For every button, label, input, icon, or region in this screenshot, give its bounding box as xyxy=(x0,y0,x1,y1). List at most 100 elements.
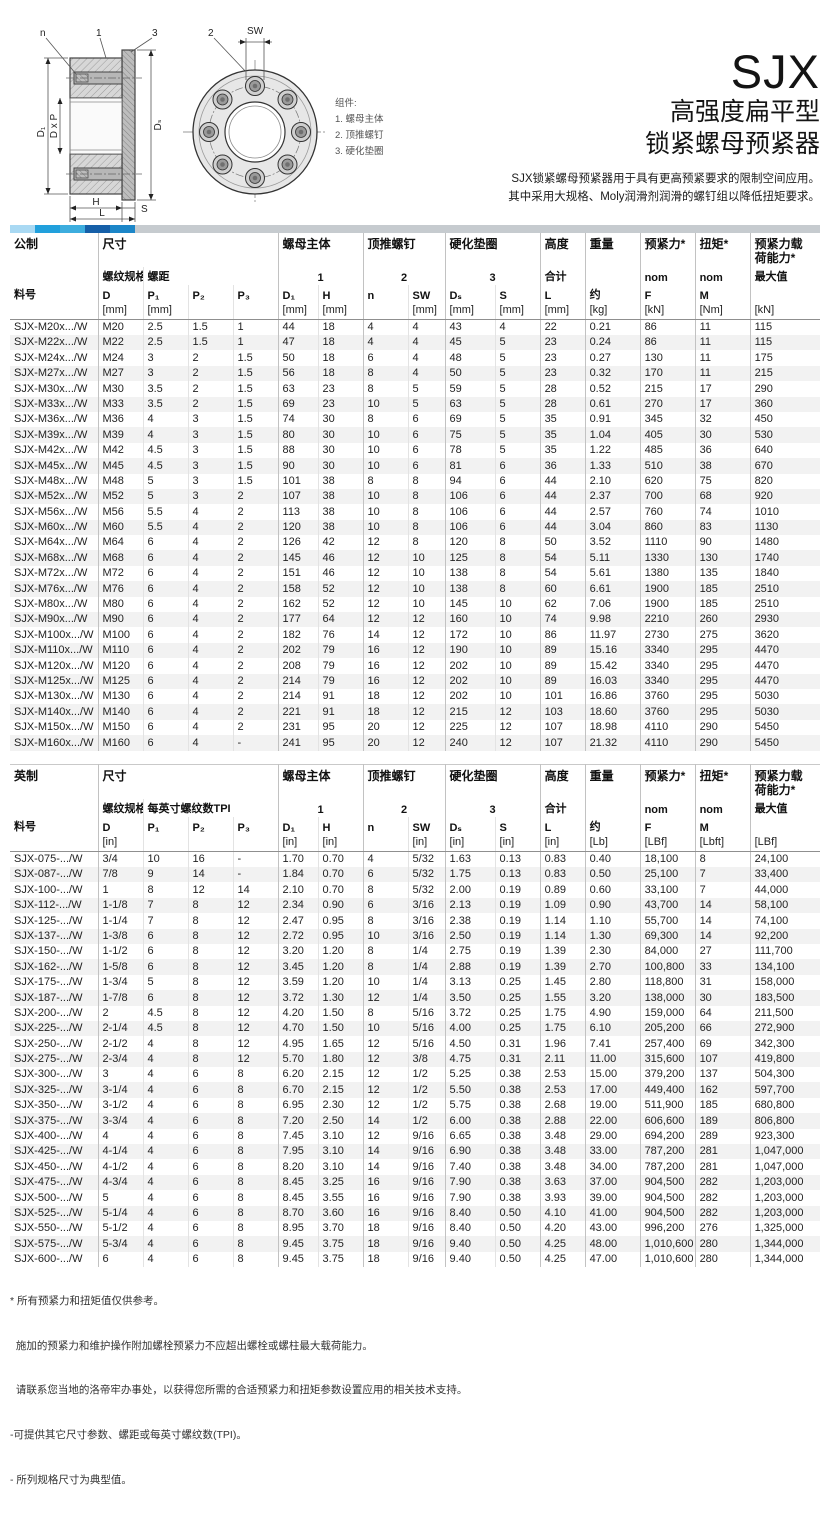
value-cell: 83 xyxy=(694,519,751,536)
value-cell: 2.53 xyxy=(539,1067,586,1083)
value-cell: 33 xyxy=(694,959,751,975)
table-row: SJX-M76x.../W M76 6 4 2 158 52 12 10 138 8 60 6.61 19… xyxy=(10,581,821,597)
value-cell: 1,344,000 xyxy=(749,1251,821,1268)
value-cell: 3/4 xyxy=(97,851,143,867)
value-cell: 3-3/4 xyxy=(97,1113,143,1129)
value-cell: 1/4 xyxy=(407,943,446,960)
part-number-cell: SJX-M22x.../W xyxy=(14,336,88,349)
table-row: SJX-200-.../W 2 4.5 8 12 4.20 1.50 8 5/16 3.72 0.2… xyxy=(10,1005,821,1021)
header-cell: Dₛ xyxy=(444,816,496,835)
value-cell: 1.5 xyxy=(232,473,279,489)
header-cell: 约 xyxy=(584,284,641,303)
value-cell: 1.5 xyxy=(232,427,279,443)
footnote-line: - 所列规格尺寸为典型值。 xyxy=(10,1473,132,1486)
value-cell: 50 xyxy=(277,350,319,366)
value-cell: 5 xyxy=(97,1190,143,1206)
value-cell: 7 xyxy=(142,913,188,929)
value-cell: 21.32 xyxy=(584,735,641,751)
callout-n: n xyxy=(40,28,46,39)
value-cell: 8 xyxy=(232,1144,279,1160)
datasheet-page: D₁ D x P Dₛ H S xyxy=(10,26,821,1486)
value-cell: 6.00 xyxy=(444,1113,496,1129)
accent-segment xyxy=(110,225,135,233)
value-cell: 1130 xyxy=(749,519,821,536)
value-cell: 17 xyxy=(694,381,751,397)
value-cell: 260 xyxy=(694,612,751,628)
table-row: SJX-087-.../W 7/8 9 14-1.84 0.70 6 5/32 1.75 0.1… xyxy=(10,866,821,883)
lock-nut-drawing: D₁ D x P Dₛ H S xyxy=(36,26,384,222)
part-number-cell: SJX-M39x.../W xyxy=(14,428,88,441)
value-cell: 342,300 xyxy=(749,1036,821,1052)
value-cell: 84,000 xyxy=(639,943,696,960)
part-number-cell: SJX-137-.../W xyxy=(14,929,83,942)
value-cell: 275 xyxy=(694,627,751,643)
value-cell: 0.89 xyxy=(539,882,586,898)
callout-3: 3 xyxy=(152,28,158,39)
value-cell: 69 xyxy=(694,1036,751,1052)
value-cell: 1/4 xyxy=(407,990,446,1006)
legend-title: 组件: xyxy=(335,97,357,109)
value-cell: 4 xyxy=(187,504,233,520)
dimension-lines: D₁ D x P Dₛ H S xyxy=(36,49,164,222)
value-cell: 0.13 xyxy=(494,851,541,867)
value-cell: 5 xyxy=(407,396,446,412)
header-cell: 3 xyxy=(444,798,541,817)
value-cell: 14 xyxy=(694,913,751,929)
value-cell: 6.61 xyxy=(584,581,641,597)
value-cell: 3/16 xyxy=(407,928,446,944)
value-cell: 130 xyxy=(639,350,696,366)
value-cell: 89 xyxy=(539,642,586,659)
value-cell: 106 xyxy=(444,519,496,536)
value-cell: 12 xyxy=(407,658,446,674)
value-cell: 23 xyxy=(539,334,586,351)
accent-segment xyxy=(60,225,85,233)
value-cell: 5/32 xyxy=(407,851,446,867)
value-cell: 12 xyxy=(232,1036,279,1052)
value-cell: 0.38 xyxy=(494,1174,541,1191)
value-cell: 530 xyxy=(749,427,821,443)
header-cell: 顶推螺钉 xyxy=(362,764,446,799)
value-cell: 2.15 xyxy=(317,1067,364,1083)
value-cell: 295 xyxy=(694,642,751,659)
value-cell: 295 xyxy=(694,673,751,689)
value-cell: 1.75 xyxy=(539,1005,586,1021)
value-cell: 42 xyxy=(317,535,364,551)
value-cell: 10 xyxy=(362,458,409,474)
value-cell: 101 xyxy=(277,473,319,489)
part-number-cell: SJX-125-.../W xyxy=(14,914,83,927)
part-number-cell: SJX-M45x.../W xyxy=(14,459,88,472)
value-cell: 6 xyxy=(142,612,188,628)
value-cell: 3.59 xyxy=(277,974,319,991)
value-cell: 10 xyxy=(362,504,409,520)
metric-spec-table: 公制 尺寸 螺母主体 顶推螺钉 硬化垫圈 高度 重量 预紧力* 扭矩* 预紧力载 荷能力* 螺纹规格… xyxy=(10,233,821,751)
header-cell: [mm] xyxy=(494,302,541,320)
value-cell: 33,400 xyxy=(749,866,821,883)
part-number-cell: SJX-M60x.../W xyxy=(14,521,88,534)
header-cell: H xyxy=(317,284,364,303)
header-cell: n xyxy=(362,816,409,835)
value-cell: 1.10 xyxy=(584,913,641,929)
value-cell: 4 xyxy=(187,658,233,674)
value-cell: 14 xyxy=(187,866,233,883)
value-cell: 54 xyxy=(539,565,586,582)
value-cell: 8 xyxy=(232,1236,279,1252)
value-cell: 10 xyxy=(362,928,409,944)
value-cell: 190 xyxy=(444,642,496,659)
value-cell: 54 xyxy=(539,550,586,566)
value-cell: 4 xyxy=(187,565,233,582)
value-cell: 2 xyxy=(97,1005,143,1021)
legend-item-3: 3. 硬化垫圈 xyxy=(335,145,384,157)
value-cell: 8 xyxy=(142,882,188,898)
value-cell: 6.10 xyxy=(584,1020,641,1037)
value-cell: 1840 xyxy=(749,565,821,582)
value-cell: 7 xyxy=(694,866,751,883)
value-cell: 3.48 xyxy=(539,1159,586,1175)
table-row: SJX-M72x.../W M72 6 4 2 151 46 12 10 138 8 54 5.61 13… xyxy=(10,565,821,582)
callouts: n 1 3 2 xyxy=(40,28,249,75)
value-cell: 158 xyxy=(277,581,319,597)
header-cell: 螺母主体 xyxy=(277,233,364,267)
value-cell: 14 xyxy=(362,1144,409,1160)
value-cell: 3.20 xyxy=(277,943,319,960)
value-cell: 12 xyxy=(362,550,409,566)
dim-dxp-label: D x P xyxy=(49,113,60,138)
